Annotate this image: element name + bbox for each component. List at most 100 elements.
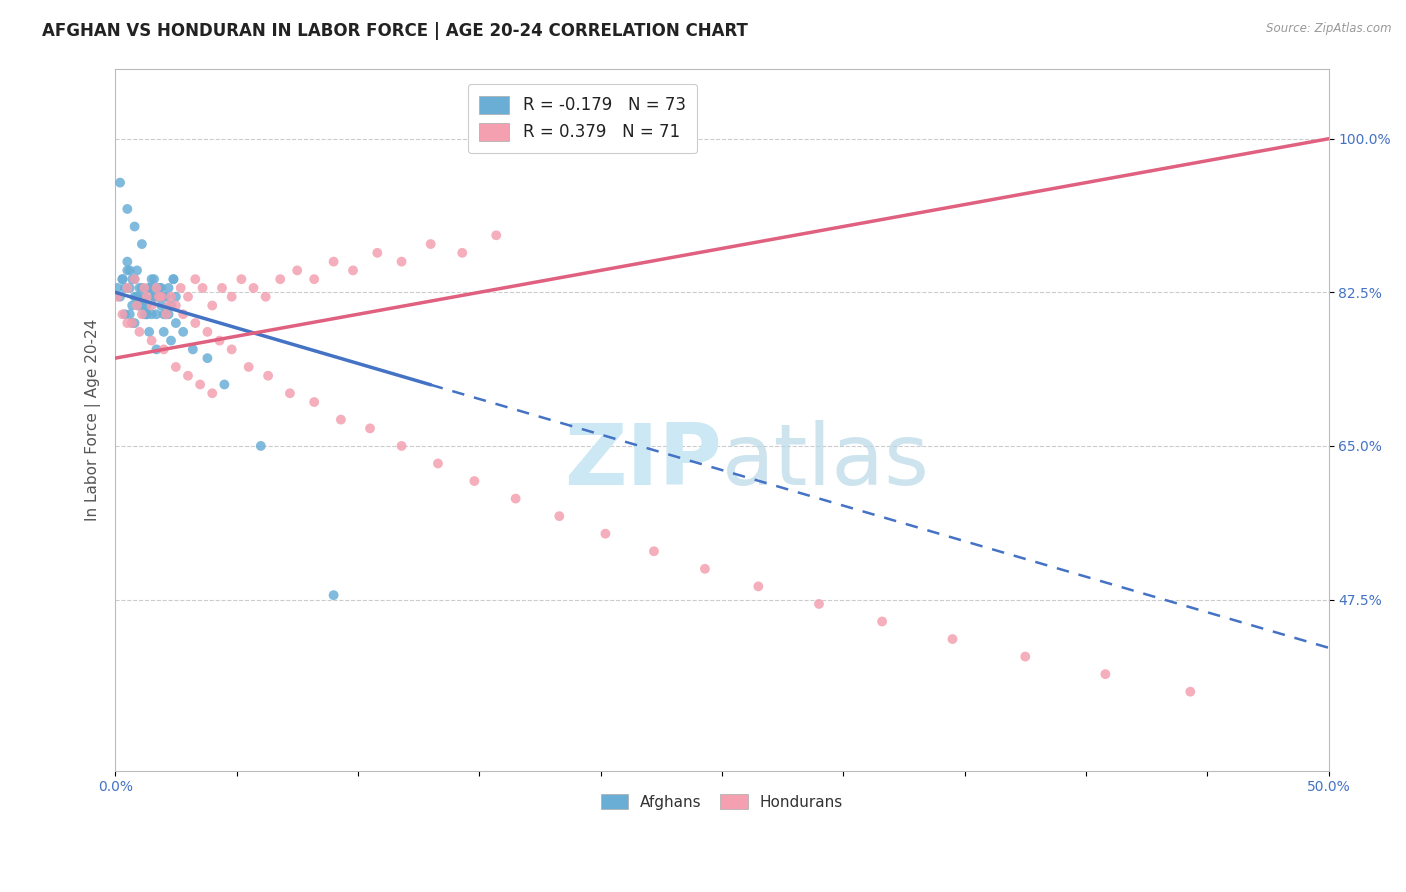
Point xyxy=(121,272,143,286)
Point xyxy=(322,588,344,602)
Point xyxy=(125,290,148,304)
Text: ZIP: ZIP xyxy=(564,420,721,503)
Point xyxy=(118,263,141,277)
Point xyxy=(548,509,571,524)
Point xyxy=(451,245,474,260)
Point xyxy=(391,254,413,268)
Point xyxy=(134,281,156,295)
Point xyxy=(643,544,665,558)
Point xyxy=(145,307,167,321)
Point xyxy=(145,290,167,304)
Point xyxy=(141,272,163,286)
Point xyxy=(125,263,148,277)
Point xyxy=(329,412,352,426)
Point xyxy=(121,316,143,330)
Point xyxy=(135,290,157,304)
Point xyxy=(249,439,271,453)
Point xyxy=(184,316,207,330)
Point xyxy=(595,526,617,541)
Point xyxy=(162,272,184,286)
Point xyxy=(160,298,183,312)
Point xyxy=(131,307,153,321)
Point xyxy=(148,290,170,304)
Point xyxy=(117,316,139,330)
Point xyxy=(128,281,150,295)
Point xyxy=(138,281,160,295)
Point xyxy=(124,316,146,330)
Point xyxy=(162,272,184,286)
Point xyxy=(107,290,129,304)
Point xyxy=(1094,667,1116,681)
Point xyxy=(254,290,277,304)
Point xyxy=(269,272,291,286)
Point xyxy=(285,263,308,277)
Point xyxy=(278,386,301,401)
Point xyxy=(128,325,150,339)
Text: AFGHAN VS HONDURAN IN LABOR FORCE | AGE 20-24 CORRELATION CHART: AFGHAN VS HONDURAN IN LABOR FORCE | AGE … xyxy=(42,22,748,40)
Point xyxy=(191,281,214,295)
Point xyxy=(143,272,166,286)
Point xyxy=(111,307,134,321)
Point xyxy=(121,316,143,330)
Point xyxy=(485,228,508,243)
Point xyxy=(150,281,173,295)
Point xyxy=(747,579,769,593)
Point xyxy=(138,325,160,339)
Point xyxy=(242,281,264,295)
Point xyxy=(128,298,150,312)
Point xyxy=(141,281,163,295)
Point xyxy=(184,272,207,286)
Point xyxy=(131,298,153,312)
Point xyxy=(124,272,146,286)
Point xyxy=(366,245,388,260)
Point xyxy=(118,281,141,295)
Point xyxy=(111,272,134,286)
Point xyxy=(302,395,325,409)
Point xyxy=(143,290,166,304)
Point xyxy=(197,325,219,339)
Point xyxy=(131,281,153,295)
Point xyxy=(201,386,224,401)
Point xyxy=(108,176,131,190)
Point xyxy=(302,272,325,286)
Point xyxy=(141,307,163,321)
Point xyxy=(342,263,364,277)
Point xyxy=(1180,684,1202,698)
Point xyxy=(359,421,381,435)
Point xyxy=(125,290,148,304)
Point xyxy=(211,281,233,295)
Y-axis label: In Labor Force | Age 20-24: In Labor Force | Age 20-24 xyxy=(86,318,101,521)
Point xyxy=(141,334,163,348)
Point xyxy=(114,307,136,321)
Point xyxy=(134,290,156,304)
Legend: Afghans, Hondurans: Afghans, Hondurans xyxy=(595,788,849,815)
Point xyxy=(148,281,170,295)
Point xyxy=(177,368,200,383)
Point xyxy=(165,298,187,312)
Point xyxy=(160,290,183,304)
Point xyxy=(121,298,143,312)
Point xyxy=(131,237,153,252)
Point xyxy=(197,351,219,366)
Point xyxy=(170,281,193,295)
Point xyxy=(125,298,148,312)
Point xyxy=(427,457,450,471)
Point xyxy=(118,307,141,321)
Point xyxy=(322,254,344,268)
Point xyxy=(111,272,134,286)
Point xyxy=(145,281,167,295)
Point xyxy=(152,343,174,357)
Point xyxy=(157,307,180,321)
Point xyxy=(138,281,160,295)
Point xyxy=(221,343,243,357)
Point xyxy=(114,281,136,295)
Point xyxy=(128,298,150,312)
Point xyxy=(117,202,139,216)
Point xyxy=(150,290,173,304)
Point xyxy=(214,377,236,392)
Point xyxy=(134,307,156,321)
Point xyxy=(238,359,260,374)
Point xyxy=(145,343,167,357)
Point xyxy=(152,307,174,321)
Point xyxy=(135,307,157,321)
